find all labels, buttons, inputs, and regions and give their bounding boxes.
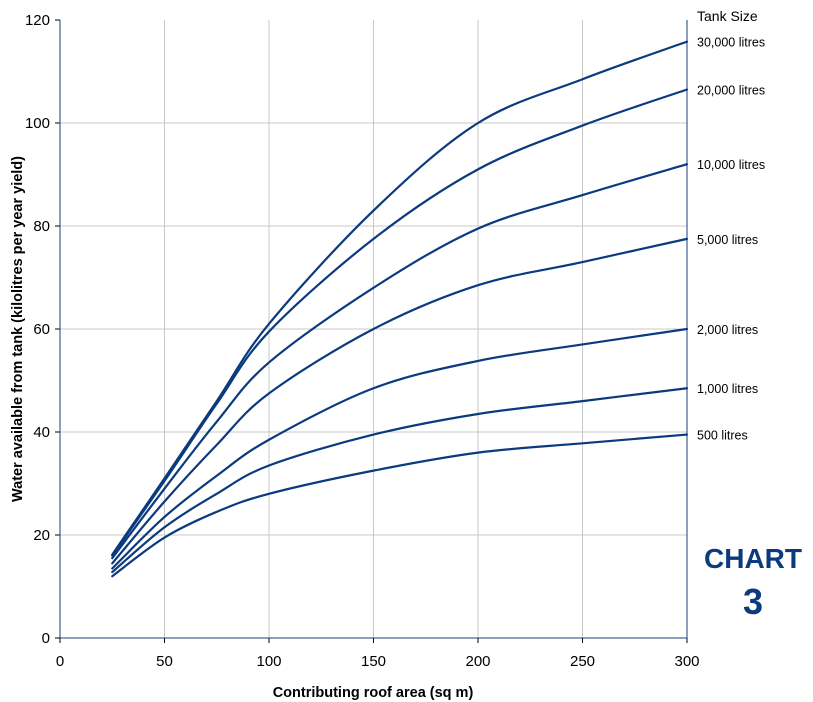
x-tick-label: 300 xyxy=(674,653,699,670)
y-tick-label: 40 xyxy=(33,424,50,441)
legend-title: Tank Size xyxy=(697,8,758,24)
x-tick-label: 150 xyxy=(361,653,386,670)
series-line xyxy=(111,433,689,578)
series-line xyxy=(111,387,689,574)
series-label: 500 litres xyxy=(697,429,748,443)
y-tick-label: 100 xyxy=(25,115,50,132)
x-axis-title: Contributing roof area (sq m) xyxy=(273,685,474,701)
series-line xyxy=(111,327,689,570)
series-line xyxy=(111,88,689,557)
series-label: 20,000 litres xyxy=(697,84,765,98)
series-label: 1,000 litres xyxy=(697,382,758,396)
y-tick-labels: 0 20 40 60 80 100 120 xyxy=(25,12,50,647)
y-tick-label: 0 xyxy=(42,630,50,647)
x-tick-label: 100 xyxy=(256,653,281,670)
series-label: 30,000 litres xyxy=(697,36,765,50)
y-tick-label: 20 xyxy=(33,527,50,544)
x-tick-label: 0 xyxy=(56,653,64,670)
y-tick-label: 80 xyxy=(33,218,50,235)
y-tick-label: 60 xyxy=(33,321,50,338)
series-line xyxy=(111,237,689,565)
y-tick-label: 120 xyxy=(25,12,50,29)
series-label: 5,000 litres xyxy=(697,233,758,247)
series-label: 2,000 litres xyxy=(697,323,758,337)
series-label: 10,000 litres xyxy=(697,158,765,172)
series-line xyxy=(111,163,689,560)
series-line xyxy=(111,40,689,556)
series-lines xyxy=(111,40,689,578)
x-tick-label: 200 xyxy=(465,653,490,670)
series-labels: 30,000 litres 20,000 litres 10,000 litres 5… xyxy=(697,36,765,443)
chart-badge-number: 3 xyxy=(743,581,763,622)
x-tick-labels: 0 50 100 150 200 250 300 xyxy=(56,653,700,670)
x-tick-label: 50 xyxy=(156,653,173,670)
chart-badge-label: CHART xyxy=(704,543,802,574)
x-tick-label: 250 xyxy=(570,653,595,670)
y-axis-title: Water available from tank (kilolitres pe… xyxy=(10,156,26,502)
